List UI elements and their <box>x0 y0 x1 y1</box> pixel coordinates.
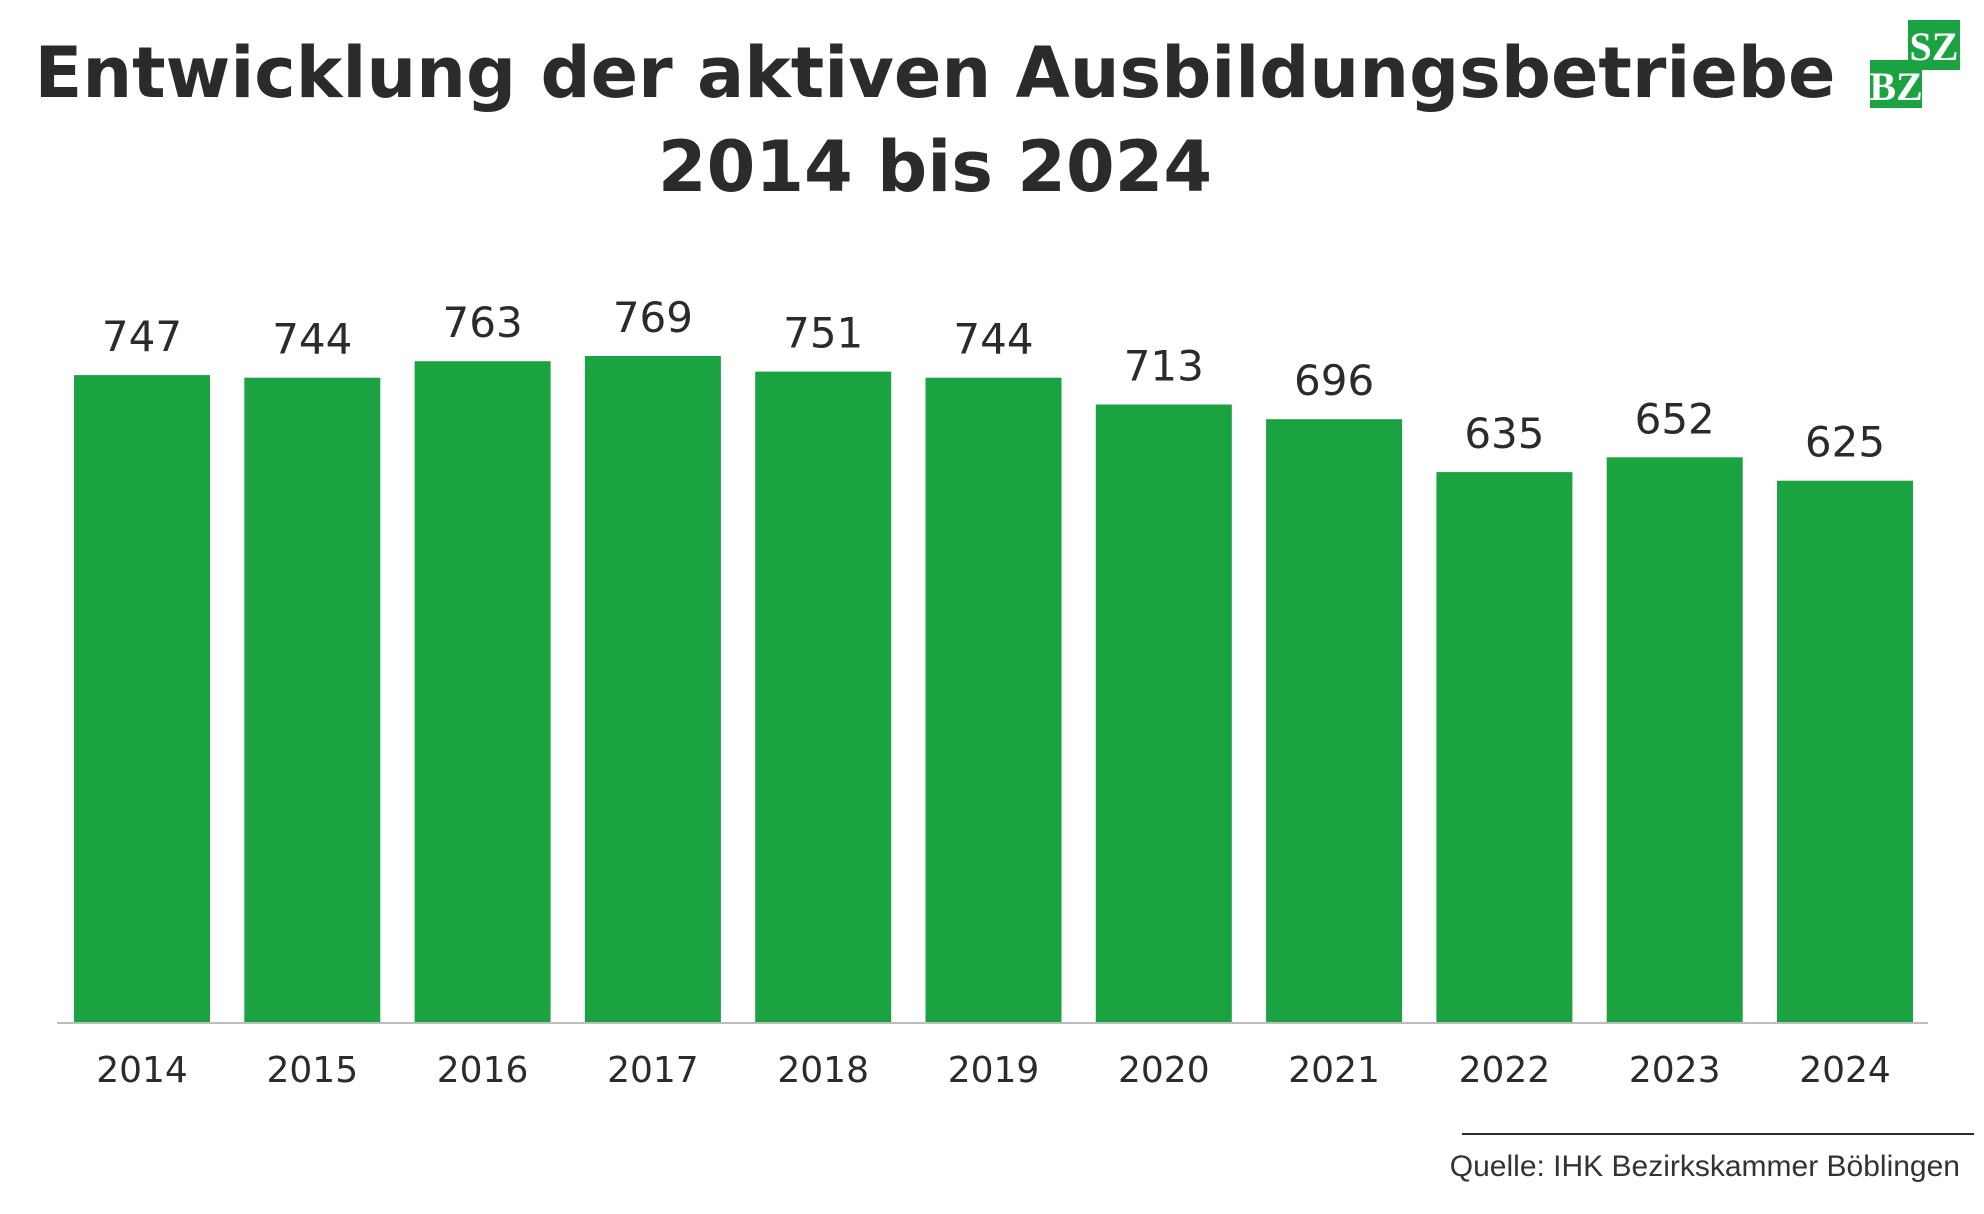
bar-2016 <box>414 361 551 1022</box>
value-label-2014: 747 <box>102 312 182 361</box>
value-label-2017: 769 <box>613 293 693 342</box>
bar-2020 <box>1095 404 1232 1022</box>
x-tick-2017: 2017 <box>607 1050 699 1091</box>
chart-title: Entwicklung der aktiven Ausbildungsbetri… <box>0 26 1870 214</box>
logo-text-top: SZ <box>1910 24 1959 69</box>
value-label-2021: 696 <box>1294 356 1374 405</box>
chart-title-line2: 2014 bis 2024 <box>657 126 1213 208</box>
value-label-2020: 713 <box>1124 342 1204 391</box>
bar-2017 <box>584 356 721 1022</box>
value-label-2023: 652 <box>1635 394 1715 443</box>
x-tick-2024: 2024 <box>1799 1050 1891 1091</box>
bar-2023 <box>1606 457 1743 1022</box>
source-note: Quelle: IHK Bezirkskammer Böblingen <box>1449 1150 1960 1183</box>
x-tick-2022: 2022 <box>1459 1050 1551 1091</box>
x-tick-2020: 2020 <box>1118 1050 1210 1091</box>
value-label-2015: 744 <box>272 315 352 364</box>
bar-2021 <box>1266 419 1403 1022</box>
bar-2019 <box>925 377 1062 1022</box>
bar-2014 <box>74 375 210 1023</box>
value-label-2024: 625 <box>1805 418 1885 467</box>
bar-2022 <box>1436 472 1573 1023</box>
logo-text-bottom: BZ <box>1870 64 1923 108</box>
x-tick-2014: 2014 <box>96 1050 188 1091</box>
value-label-2022: 635 <box>1464 409 1544 458</box>
x-tick-2023: 2023 <box>1629 1050 1721 1091</box>
bar-2015 <box>244 377 381 1022</box>
value-label-2016: 763 <box>443 298 523 347</box>
x-tick-2016: 2016 <box>437 1050 529 1091</box>
chart-title-line1: Entwicklung der aktiven Ausbildungsbetri… <box>34 32 1836 114</box>
value-label-2018: 751 <box>783 309 863 358</box>
szbz-logo: SZ BZ <box>1870 20 1960 108</box>
x-tick-2015: 2015 <box>266 1050 358 1091</box>
logo-block-bottom <box>1870 60 1922 108</box>
bar-2018 <box>755 371 892 1023</box>
x-tick-2021: 2021 <box>1288 1050 1380 1091</box>
x-tick-2019: 2019 <box>948 1050 1040 1091</box>
x-tick-2018: 2018 <box>777 1050 869 1091</box>
source-divider <box>1462 1133 1974 1135</box>
value-label-2019: 744 <box>953 315 1033 364</box>
bar-2024 <box>1777 480 1913 1022</box>
